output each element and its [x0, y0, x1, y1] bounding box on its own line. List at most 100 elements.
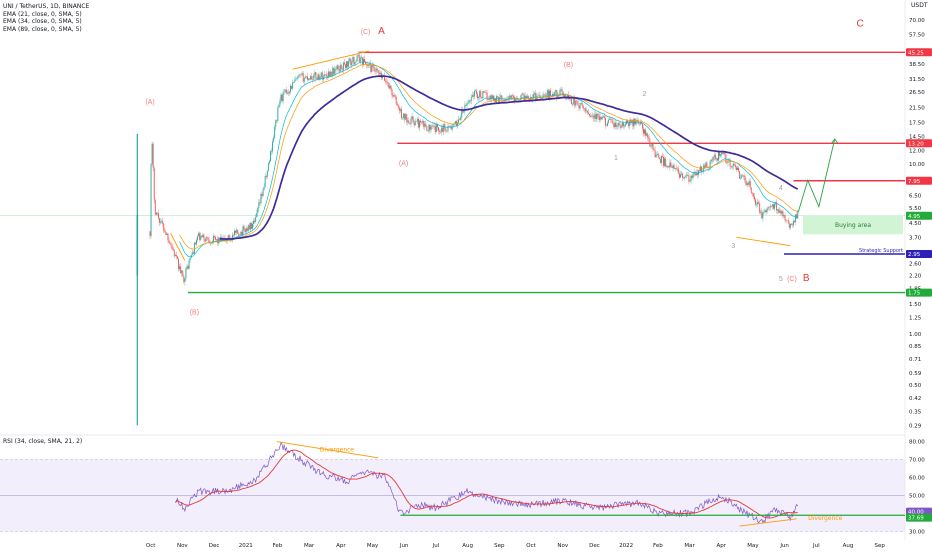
candle-body — [421, 121, 423, 123]
candle-body — [258, 202, 260, 209]
candle-body — [534, 93, 536, 95]
price-tick-label: 0.35 — [909, 409, 922, 415]
candle-body — [417, 118, 419, 128]
candle-body — [384, 75, 386, 81]
indicator-ema34[interactable]: EMA (34, close, 0, SMA, 5) — [3, 18, 82, 26]
candle-body — [253, 220, 255, 224]
candle-body — [519, 100, 521, 101]
price-tick-label: 4.50 — [909, 221, 922, 227]
candle-body — [228, 235, 230, 240]
candle-body — [667, 166, 669, 168]
rsi-tick-label: 70.00 — [909, 458, 925, 464]
candle-body — [482, 91, 484, 99]
candle-body — [300, 74, 302, 76]
candle-body — [603, 116, 605, 118]
candle-body — [616, 126, 618, 128]
price-tick-label: 0.71 — [909, 357, 921, 363]
candle-body — [545, 94, 547, 96]
candle-body — [212, 235, 214, 242]
candle-body — [548, 90, 550, 99]
candle-body — [279, 100, 281, 105]
candle-body — [486, 92, 488, 100]
candle-body — [631, 119, 633, 123]
candle-body — [613, 123, 615, 128]
candle-body — [467, 102, 469, 104]
candle-body — [356, 55, 358, 62]
candle-body — [406, 114, 408, 123]
candle-body — [396, 104, 398, 106]
candle-body — [620, 126, 622, 128]
candle-body — [370, 63, 372, 72]
candle-body — [712, 157, 714, 161]
candle-body — [795, 214, 797, 223]
candle-body — [180, 266, 182, 274]
time-tick-label: Nov — [557, 543, 568, 549]
candle-body — [788, 223, 790, 228]
candles — [149, 51, 799, 286]
candle-body — [283, 91, 285, 93]
candle-body — [751, 192, 753, 194]
candle-body — [321, 72, 323, 80]
candle-body — [298, 74, 300, 76]
price-tick-label: 0.29 — [909, 423, 922, 429]
candle-body — [407, 120, 409, 123]
candle-body — [595, 114, 597, 120]
candle-body — [151, 143, 153, 164]
indicator-ema89[interactable]: EMA (89, close, 0, SMA, 5) — [3, 25, 82, 33]
candle-body — [779, 210, 781, 213]
candle-body — [664, 158, 666, 166]
candle-body — [468, 100, 470, 103]
candle-body — [711, 159, 713, 161]
candle-body — [449, 126, 451, 127]
candle-body — [446, 130, 448, 132]
candle-body — [607, 122, 608, 126]
candle-body — [738, 167, 740, 172]
wave-label-B: B — [803, 273, 810, 284]
candle-body — [704, 165, 706, 168]
candle-body — [673, 165, 675, 169]
candle-body — [783, 215, 785, 217]
candle-body — [630, 119, 632, 123]
candle-body — [310, 76, 312, 80]
wave-label-C: (C) — [361, 29, 371, 36]
rsi-legend[interactable]: RSI (34, close, SMA, 21, 2) — [3, 438, 83, 445]
candle-body — [191, 252, 193, 255]
candle-body — [683, 177, 685, 179]
candle-body — [521, 93, 523, 96]
candle-body — [608, 119, 610, 123]
candle-body — [561, 89, 563, 92]
candle-body — [233, 234, 234, 236]
candle-body — [183, 275, 185, 282]
candle-body — [477, 93, 479, 99]
candle-body — [535, 93, 537, 100]
candle-body — [619, 125, 621, 128]
candle-body — [494, 98, 495, 101]
candle-body — [160, 221, 162, 223]
candle-body — [152, 143, 154, 169]
candle-body — [575, 100, 577, 106]
candle-body — [153, 168, 155, 201]
candle-body — [602, 116, 604, 118]
candle-body — [498, 97, 500, 103]
projection-path — [797, 138, 836, 213]
wave-label-C: (C) — [787, 276, 797, 283]
indicator-ema21[interactable]: EMA (21, close, 0, SMA, 5) — [3, 10, 82, 18]
candle-body — [164, 230, 166, 233]
wave-label-B: (B) — [190, 310, 199, 317]
candle-body — [379, 72, 381, 75]
candle-body — [476, 90, 477, 94]
price-tick-label: 31.50 — [909, 77, 925, 83]
candle-body — [554, 92, 556, 96]
candle-body — [677, 168, 679, 174]
candle-body — [427, 131, 429, 132]
candle-body — [749, 181, 751, 188]
symbol-title[interactable]: UNI / TetherUS, 1D, BINANCE — [3, 3, 90, 10]
time-tick-label: Mar — [684, 543, 695, 549]
wave-label-A: (A) — [399, 160, 408, 167]
wave-label-A: A — [378, 26, 385, 37]
candle-body — [314, 72, 316, 75]
candle-body — [433, 126, 435, 127]
candle-body — [769, 205, 771, 208]
candle-body — [416, 118, 418, 122]
